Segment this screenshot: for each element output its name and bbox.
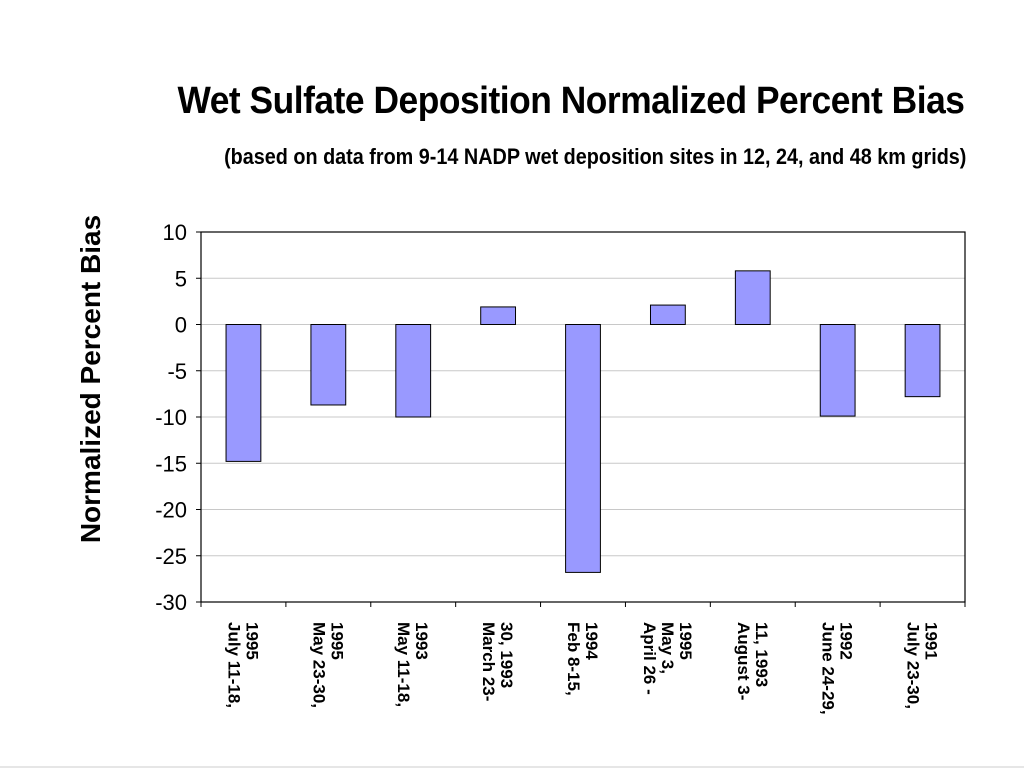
x-tick-label: March 23- 30, 1993: [479, 622, 516, 701]
x-tick-label-line: 1995: [327, 622, 346, 660]
x-tick-label: May 11-18, 1993: [394, 622, 431, 707]
x-tick-label-line: 1991: [922, 622, 941, 660]
y-tick-label: -25: [155, 544, 187, 569]
bar: [225, 324, 262, 462]
x-tick-label: August 3- 11, 1993: [734, 622, 771, 700]
x-tick-label-line: 1994: [582, 622, 601, 660]
x-tick-label-line: May 23-30,: [309, 622, 328, 708]
x-tick-label-line: 1995: [676, 622, 695, 660]
y-tick-label: -15: [155, 451, 187, 476]
y-axis-title: Normalized Percent Bias: [75, 215, 106, 543]
y-tick-label: -5: [167, 359, 187, 384]
x-tick-label: May 23-30, 1995: [309, 622, 346, 708]
x-tick-label: June 24-29, 1992: [819, 622, 856, 715]
y-tick-label: -10: [155, 405, 187, 430]
chart-title: Wet Sulfate Deposition Normalized Percen…: [177, 80, 965, 122]
x-tick-label-line: July 23-30,: [904, 622, 923, 709]
bar: [904, 324, 941, 398]
chart-subtitle: (based on data from 9-14 NADP wet deposi…: [224, 144, 967, 169]
bar: [565, 324, 601, 573]
y-tick-label: -20: [155, 498, 187, 523]
x-tick-label-line: July 11-18,: [224, 622, 243, 708]
x-tick-label: Feb 8-15, 1994: [564, 622, 601, 696]
y-tick-label: 10: [163, 220, 187, 245]
x-tick-label-line: August 3-: [734, 622, 753, 700]
x-tick-label-line: June 24-29,: [819, 622, 838, 715]
y-tick-label: 0: [175, 313, 187, 338]
x-tick-label-line: 30, 1993: [497, 622, 516, 688]
x-tick-label-line: 1995: [242, 622, 261, 660]
bar: [310, 324, 347, 406]
x-tick-label: April 26 - May 3, 1995: [640, 622, 695, 695]
bar: [395, 324, 432, 418]
x-tick-label-line: May 3,: [658, 622, 677, 674]
x-tick-label-line: March 23-: [479, 622, 498, 701]
x-tick-label: July 23-30, 1991: [904, 622, 941, 709]
x-tick-label-line: 1992: [837, 622, 856, 660]
x-tick-label-line: 11, 1993: [752, 622, 771, 687]
bar: [649, 304, 686, 326]
x-tick-label-line: April 26 -: [640, 622, 659, 695]
x-tick-label-line: 1993: [412, 622, 431, 660]
x-tick-label-line: May 11-18,: [394, 622, 413, 707]
x-tick-label: July 11-18, 1995: [224, 622, 261, 708]
y-tick-label: 5: [175, 266, 187, 291]
bar: [480, 306, 517, 325]
bar: [819, 324, 856, 417]
bar: [734, 270, 771, 326]
y-tick-label: -30: [155, 590, 187, 615]
x-tick-label-line: Feb 8-15,: [564, 622, 583, 696]
bottom-divider: [0, 766, 1024, 768]
